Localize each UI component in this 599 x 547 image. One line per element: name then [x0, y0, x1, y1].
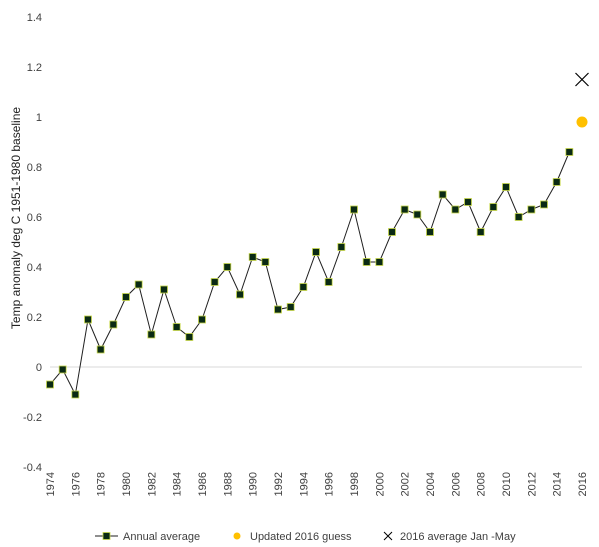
x-tick-label: 1978: [96, 472, 108, 496]
data-point-annual-average: [274, 305, 282, 314]
x-tick-label: 1982: [146, 472, 158, 496]
x-tick-label: 2010: [501, 472, 513, 496]
data-point-annual-average: [426, 228, 434, 236]
legend-marker-annual-average: [102, 532, 111, 540]
data-point-annual-average: [552, 178, 561, 186]
x-tick-label: 1998: [349, 472, 361, 496]
data-point-annual-average: [362, 258, 371, 266]
data-point-annual-average: [261, 258, 270, 266]
data-point-annual-average: [172, 323, 181, 331]
y-tick-label: -0.2: [23, 412, 42, 424]
legend-label-annual-average: Annual average: [123, 531, 200, 543]
y-tick-label: 1: [36, 112, 42, 124]
x-tick-label: 2002: [400, 472, 412, 496]
data-point-annual-average: [160, 285, 168, 294]
data-point-annual-average: [476, 228, 485, 236]
x-tick-label: 1974: [45, 472, 57, 496]
data-point-annual-average: [565, 148, 574, 156]
legend-item-updated-2016-guess: Updated 2016 guess: [233, 531, 352, 543]
data-point-annual-average: [134, 280, 143, 289]
data-point-annual-average: [400, 205, 409, 214]
data-point-updated-2016-guess: [576, 116, 588, 128]
x-tick-label: 2012: [526, 472, 538, 496]
data-point-annual-average: [185, 333, 194, 341]
legend-item-2016-average-jan-may: 2016 average Jan -May: [383, 531, 516, 543]
y-axis-tick-labels: -0.4 -0.2 0 0.2 0.4 0.6 0.8 1 1.2 1.4: [23, 12, 42, 474]
data-point-annual-average: [413, 210, 422, 219]
data-point-2016-average-jan-may: [575, 72, 589, 87]
y-tick-label: 0: [36, 362, 42, 374]
legend-label-updated-2016-guess: Updated 2016 guess: [250, 531, 352, 543]
data-point-annual-average: [350, 205, 358, 214]
legend-label-2016-average-jan-may: 2016 average Jan -May: [400, 531, 516, 543]
data-point-annual-average: [299, 283, 308, 291]
data-point-annual-average: [324, 278, 333, 286]
legend: Annual average Updated 2016 guess 2016 a…: [95, 531, 516, 543]
data-point-annual-average: [58, 365, 67, 374]
data-point-annual-average: [46, 380, 54, 389]
legend-marker-updated-2016-guess: [233, 532, 241, 540]
data-point-annual-average: [248, 253, 257, 261]
x-tick-label: 1988: [222, 472, 234, 496]
data-point-annual-average: [464, 198, 472, 206]
x-tick-label: 2004: [425, 472, 437, 496]
y-tick-label: 1.4: [27, 12, 42, 24]
x-tick-label: 2014: [552, 472, 564, 496]
data-point-annual-average: [198, 315, 206, 324]
data-point-annual-average: [451, 205, 460, 214]
x-tick-label: 1976: [70, 472, 82, 496]
x-tick-label: 1984: [172, 472, 184, 496]
data-point-annual-average: [540, 200, 548, 209]
y-tick-label: 0.6: [27, 212, 42, 224]
x-tick-label: 1990: [248, 472, 260, 496]
data-point-annual-average: [286, 303, 295, 311]
data-point-annual-average: [388, 228, 396, 236]
data-point-annual-average: [210, 278, 219, 286]
y-tick-label: 1.2: [27, 62, 42, 74]
data-point-annual-average: [438, 190, 447, 199]
y-tick-label: 0.8: [27, 162, 42, 174]
data-point-annual-average: [489, 203, 498, 211]
series-layer: [46, 72, 589, 399]
y-axis-label: Temp anomaly deg C 1951-1980 baseline: [9, 107, 23, 329]
data-point-annual-average: [236, 290, 244, 299]
legend-marker-2016-average-jan-may: [383, 531, 393, 541]
x-tick-label: 2000: [374, 472, 386, 496]
data-point-annual-average: [375, 258, 384, 266]
data-point-annual-average: [312, 248, 320, 256]
y-tick-label: 0.4: [27, 262, 42, 274]
data-point-annual-average: [84, 315, 92, 324]
data-point-annual-average: [147, 330, 156, 339]
x-axis-tick-labels: 1974 1976 1978 1980 1982 1984 1986 1988 1990 1992…: [45, 472, 589, 496]
x-tick-label: 1986: [197, 472, 209, 496]
data-point-annual-average: [96, 345, 105, 354]
data-point-annual-average: [527, 205, 536, 214]
data-point-annual-average: [109, 320, 118, 329]
data-point-annual-average: [337, 243, 346, 251]
data-point-annual-average: [122, 293, 130, 301]
data-point-annual-average: [223, 263, 232, 271]
x-tick-label: 1996: [324, 472, 336, 496]
x-tick-label: 2006: [450, 472, 462, 496]
data-point-annual-average: [71, 390, 80, 399]
x-tick-label: 1980: [121, 472, 133, 496]
y-tick-label: -0.4: [23, 462, 42, 474]
x-tick-label: 2016: [577, 472, 589, 496]
x-tick-label: 1994: [298, 472, 310, 496]
y-tick-label: 0.2: [27, 312, 42, 324]
series-line-annual-average: [49, 151, 570, 397]
data-point-annual-average: [514, 213, 523, 221]
legend-item-annual-average: Annual average: [95, 531, 200, 543]
x-tick-label: 2008: [476, 472, 488, 496]
x-tick-label: 1992: [273, 472, 285, 496]
data-point-annual-average: [502, 183, 510, 191]
